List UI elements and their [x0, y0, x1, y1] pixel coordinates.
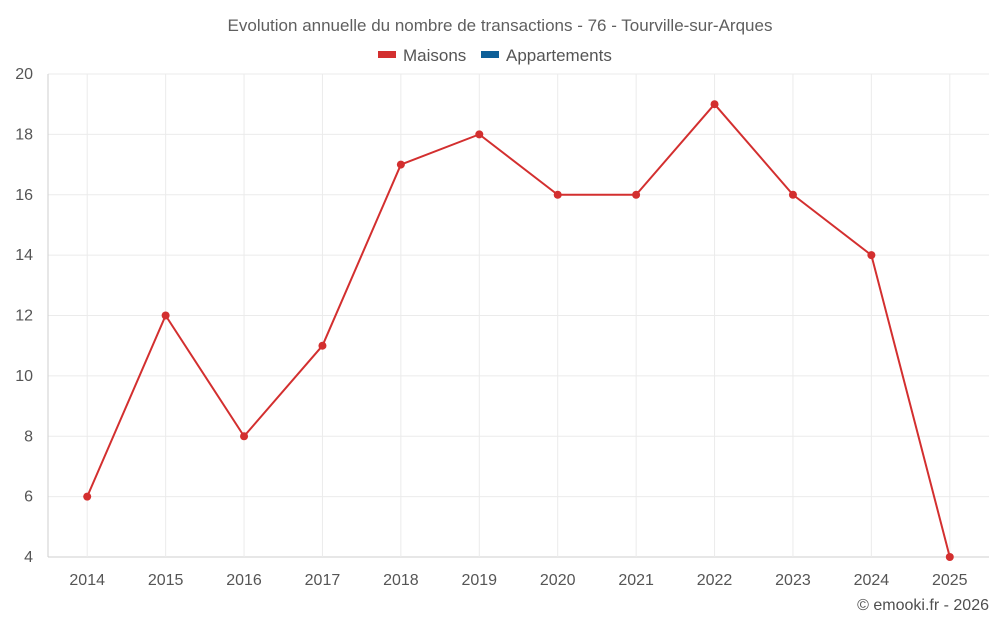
legend: Maisons Appartements — [378, 46, 612, 65]
y-tick-label: 6 — [24, 489, 33, 506]
x-axis-ticks: 2014 2015 2016 2017 2018 2019 2020 2021 2022 2023… — [69, 572, 967, 589]
legend-item-appartements[interactable]: Appartements — [481, 46, 612, 65]
x-tick-label: 2018 — [383, 572, 419, 589]
x-tick-label: 2025 — [932, 572, 968, 589]
y-tick-label: 16 — [15, 187, 33, 204]
y-tick-label: 8 — [24, 428, 33, 445]
y-tick-label: 10 — [15, 368, 33, 385]
y-tick-label: 18 — [15, 126, 33, 143]
maisons-point-2025[interactable] — [945, 553, 954, 561]
x-tick-label: 2019 — [461, 572, 497, 589]
gridlines — [48, 73, 989, 558]
x-tick-label: 2014 — [69, 572, 105, 589]
maisons-point-2021[interactable] — [632, 190, 641, 199]
maisons-point-2014[interactable] — [83, 492, 92, 501]
series-layer — [83, 100, 954, 561]
x-tick-label: 2021 — [618, 572, 654, 589]
x-tick-label: 2017 — [305, 572, 341, 589]
x-tick-label: 2015 — [148, 572, 184, 589]
y-tick-label: 14 — [15, 247, 33, 264]
legend-label-appartements: Appartements — [506, 46, 612, 65]
series-line-maisons — [86, 103, 951, 558]
x-tick-label: 2022 — [697, 572, 733, 589]
x-tick-label: 2020 — [540, 572, 576, 589]
legend-swatch-appartements — [481, 51, 499, 58]
legend-label-maisons: Maisons — [403, 46, 466, 65]
credit-text: © emooki.fr - 2026 — [857, 597, 989, 614]
maisons-point-2015[interactable] — [161, 311, 170, 320]
chart-title: Evolution annuelle du nombre de transact… — [228, 16, 773, 35]
y-axis-ticks: 4 6 8 10 12 14 16 18 20 — [15, 66, 33, 566]
maisons-point-2022[interactable] — [710, 100, 719, 109]
legend-swatch-maisons — [378, 51, 396, 58]
maisons-point-2020[interactable] — [553, 190, 562, 199]
maisons-point-2023[interactable] — [788, 190, 797, 199]
x-tick-label: 2024 — [854, 572, 890, 589]
x-tick-label: 2023 — [775, 572, 811, 589]
maisons-point-2016[interactable] — [240, 432, 249, 441]
maisons-point-2018[interactable] — [396, 160, 405, 169]
y-tick-label: 20 — [15, 66, 33, 83]
x-tick-label: 2016 — [226, 572, 262, 589]
maisons-point-2024[interactable] — [867, 251, 876, 260]
y-tick-label: 12 — [15, 308, 33, 325]
y-tick-label: 4 — [24, 549, 33, 566]
maisons-point-2017[interactable] — [318, 341, 327, 350]
legend-item-maisons[interactable]: Maisons — [378, 46, 466, 65]
maisons-point-2019[interactable] — [475, 130, 484, 139]
